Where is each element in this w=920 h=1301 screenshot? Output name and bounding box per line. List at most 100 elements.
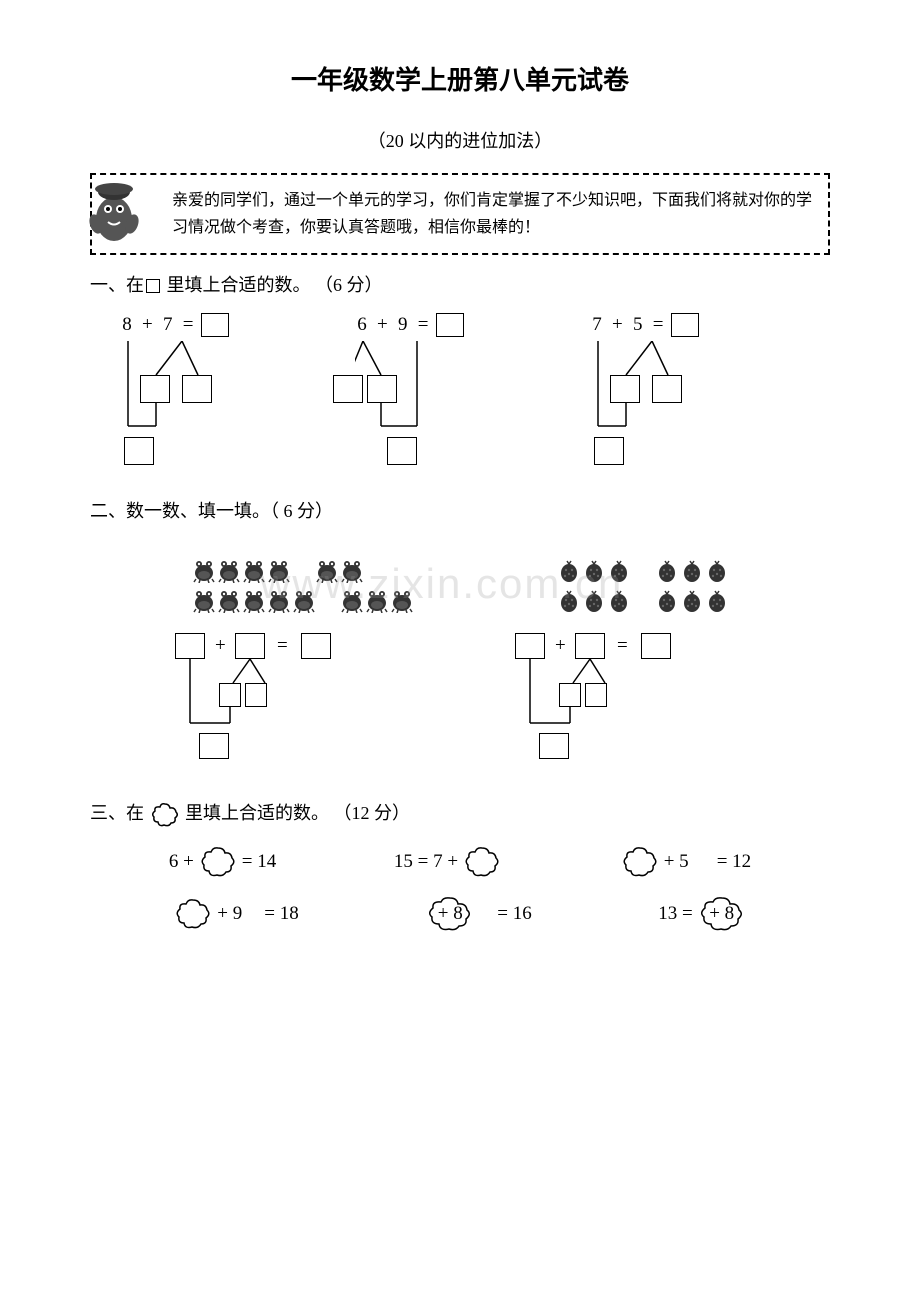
eq2-right: + = bbox=[515, 633, 745, 783]
s3-item: 6 + = 14 bbox=[169, 846, 276, 878]
equation: 7 + 5 = bbox=[590, 313, 820, 337]
eq2-left: + = bbox=[175, 633, 405, 783]
op-plus: + bbox=[612, 314, 623, 336]
s3-heading-prefix: 三、在 bbox=[90, 803, 149, 823]
split-box bbox=[140, 375, 170, 403]
item-group bbox=[193, 559, 290, 583]
spacer bbox=[636, 589, 650, 613]
intro-box: 亲爱的同学们，通过一个单元的学习，你们肯定掌握了不少知识吧，下面我们将就对你的学… bbox=[90, 173, 830, 255]
result-box bbox=[124, 437, 154, 465]
s3-row2: + 9 = 18 + 8 = 16 13 = + 8 bbox=[90, 896, 830, 932]
s3-pre: 6 + bbox=[169, 851, 194, 873]
split-box bbox=[610, 375, 640, 403]
op-plus: + bbox=[142, 314, 153, 336]
problem-3: 7 + 5 = bbox=[590, 313, 820, 481]
s3-item: 13 = + 8 bbox=[658, 896, 746, 932]
result-box bbox=[594, 437, 624, 465]
term-a: 7 bbox=[590, 314, 604, 336]
spacer bbox=[296, 559, 310, 583]
split-box bbox=[182, 375, 212, 403]
op-eq: = bbox=[653, 314, 664, 336]
counting-item bbox=[608, 559, 630, 583]
s3-pre: 13 = bbox=[658, 903, 692, 925]
intro-text: 亲爱的同学们，通过一个单元的学习，你们肯定掌握了不少知识吧，下面我们将就对你的学… bbox=[172, 192, 812, 236]
s3-post: = 18 bbox=[264, 903, 298, 925]
counting-item bbox=[243, 589, 265, 613]
cloud-blank bbox=[464, 846, 500, 878]
counting-item bbox=[391, 589, 413, 613]
counting-item bbox=[656, 559, 678, 583]
split-lines bbox=[355, 341, 535, 481]
equation: 6 + 9 = bbox=[355, 313, 585, 337]
item-group bbox=[316, 559, 363, 583]
item-row bbox=[193, 559, 413, 583]
section1-heading: 一、在 里填上合适的数。 （6 分） bbox=[90, 271, 830, 297]
problem-2: 6 + 9 = bbox=[355, 313, 585, 481]
item-row bbox=[558, 589, 728, 613]
s1-heading-suffix: 里填上合适的数。 （6 分） bbox=[162, 275, 383, 295]
counting-item bbox=[341, 559, 363, 583]
mascot-icon bbox=[74, 169, 154, 249]
left-items bbox=[193, 539, 413, 633]
s3-row1: 6 + = 14 15 = 7 + + 5 = 12 bbox=[90, 846, 830, 878]
s3-pre: + 5 bbox=[664, 851, 689, 873]
term-b: 9 bbox=[396, 314, 410, 336]
split-box bbox=[559, 683, 581, 707]
section2-equations: + = + = bbox=[90, 633, 830, 783]
counting-item bbox=[583, 589, 605, 613]
op-eq: = bbox=[183, 314, 194, 336]
s3-post: = 16 bbox=[497, 903, 531, 925]
split-box bbox=[333, 375, 363, 403]
term-a: 8 bbox=[120, 314, 134, 336]
cloud-with-text: + 8 bbox=[697, 896, 747, 932]
section2-heading: 二、数一数、填一填。（ 6 分） bbox=[90, 497, 830, 523]
counting-item bbox=[656, 589, 678, 613]
section3-heading: 三、在 里填上合适的数。 （12 分） bbox=[90, 799, 830, 828]
equation: 8 + 7 = bbox=[120, 313, 350, 337]
counting-item bbox=[706, 589, 728, 613]
cloud-blank bbox=[622, 846, 658, 878]
result-box bbox=[539, 733, 569, 759]
split-lines bbox=[515, 633, 745, 783]
s3-heading-suffix: 里填上合适的数。 （12 分） bbox=[181, 803, 411, 823]
s3-item: + 5 = 12 bbox=[620, 846, 751, 878]
split-box bbox=[585, 683, 607, 707]
answer-box bbox=[671, 313, 699, 337]
counting-item bbox=[681, 559, 703, 583]
term-b: 7 bbox=[161, 314, 175, 336]
spacer bbox=[636, 559, 650, 583]
op-plus: + bbox=[377, 314, 388, 336]
item-group bbox=[193, 589, 315, 613]
s3-post: = 14 bbox=[242, 851, 276, 873]
section1-problems: 8 + 7 = 6 + 9 = bbox=[90, 313, 830, 481]
result-box bbox=[387, 437, 417, 465]
cloud-with-text: + 8 bbox=[425, 896, 475, 932]
s3-item: + 8 = 16 bbox=[425, 896, 531, 932]
counting-item bbox=[193, 589, 215, 613]
spacer bbox=[321, 589, 335, 613]
s3-post: = 12 bbox=[717, 851, 751, 873]
counting-item bbox=[681, 589, 703, 613]
counting-item bbox=[268, 559, 290, 583]
item-row bbox=[193, 589, 413, 613]
term-b: 5 bbox=[631, 314, 645, 336]
counting-item bbox=[558, 589, 580, 613]
cloud-blank bbox=[200, 846, 236, 878]
answer-box bbox=[436, 313, 464, 337]
page-title: 一年级数学上册第八单元试卷 bbox=[90, 60, 830, 97]
right-items bbox=[558, 539, 728, 633]
counting-item bbox=[583, 559, 605, 583]
s1-heading-prefix: 一、在 bbox=[90, 275, 144, 295]
counting-item bbox=[341, 589, 363, 613]
item-group bbox=[558, 589, 630, 613]
item-row bbox=[558, 559, 728, 583]
split-box bbox=[245, 683, 267, 707]
split-diagram bbox=[590, 341, 770, 481]
inline-box-icon bbox=[146, 279, 160, 293]
counting-item bbox=[706, 559, 728, 583]
cloud-inner-text: + 8 bbox=[438, 903, 463, 925]
counting-item bbox=[316, 559, 338, 583]
s3-mid: + 9 bbox=[217, 903, 242, 925]
counting-item bbox=[218, 559, 240, 583]
result-box bbox=[199, 733, 229, 759]
